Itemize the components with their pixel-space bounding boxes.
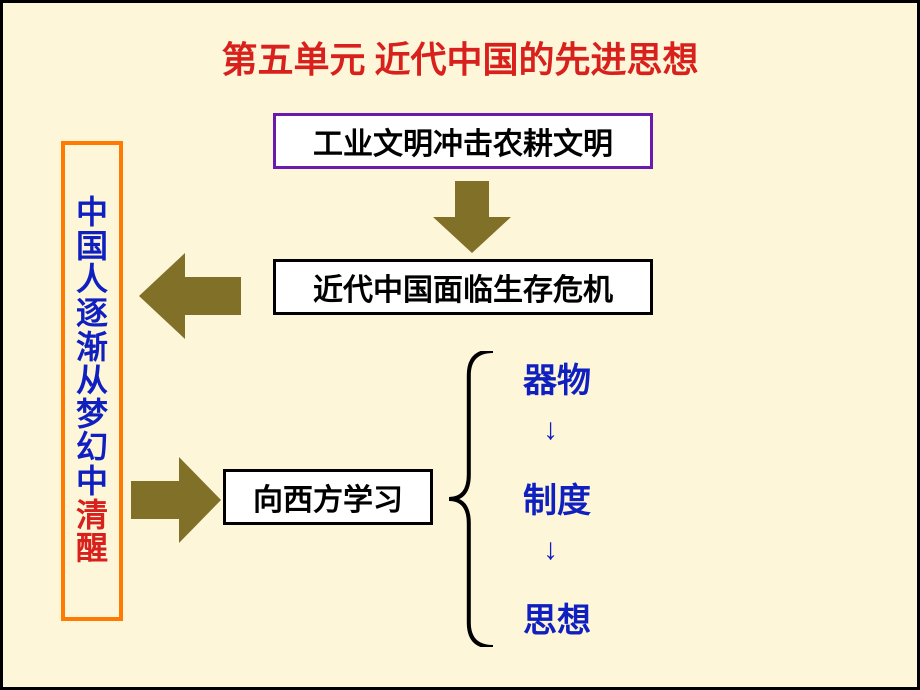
progression-item: 器物 [523, 353, 591, 402]
diagram-box-1: 工业文明冲击农耕文明 [273, 113, 653, 169]
diagram-box-3: 向西方学习 [223, 469, 433, 525]
vertical-char: 幻 [76, 431, 108, 465]
progression-item: 思想 [523, 593, 591, 642]
slide-title: 第五单元 近代中国的先进思想 [3, 31, 917, 83]
vertical-char: 逐 [76, 297, 108, 331]
arrow-right-icon [131, 457, 221, 543]
arrow-left-icon [139, 253, 241, 339]
vertical-char-highlight: 醒 [76, 532, 108, 566]
slide-title-text: 第五单元 近代中国的先进思想 [221, 40, 698, 80]
vertical-char: 人 [76, 263, 108, 297]
diagram-box-3-text: 向西方学习 [253, 475, 403, 519]
arrow-down-icon [433, 181, 511, 253]
diagram-box-1-text: 工业文明冲击农耕文明 [313, 119, 613, 163]
progression-arrow-icon: ↓ [543, 533, 558, 567]
vertical-char: 梦 [76, 398, 108, 432]
progression-arrow-icon: ↓ [543, 413, 558, 447]
vertical-summary-box: 中国人逐渐从梦幻中清醒 [61, 141, 123, 621]
vertical-char: 国 [76, 230, 108, 264]
vertical-char: 中 [76, 465, 108, 499]
vertical-char: 从 [76, 364, 108, 398]
diagram-box-2: 近代中国面临生存危机 [273, 259, 653, 315]
diagram-box-2-text: 近代中国面临生存危机 [313, 265, 613, 309]
brace-icon [449, 351, 493, 647]
progression-item: 制度 [523, 473, 591, 522]
vertical-char: 中 [76, 196, 108, 230]
vertical-char: 渐 [76, 331, 108, 365]
vertical-char-highlight: 清 [76, 499, 108, 533]
